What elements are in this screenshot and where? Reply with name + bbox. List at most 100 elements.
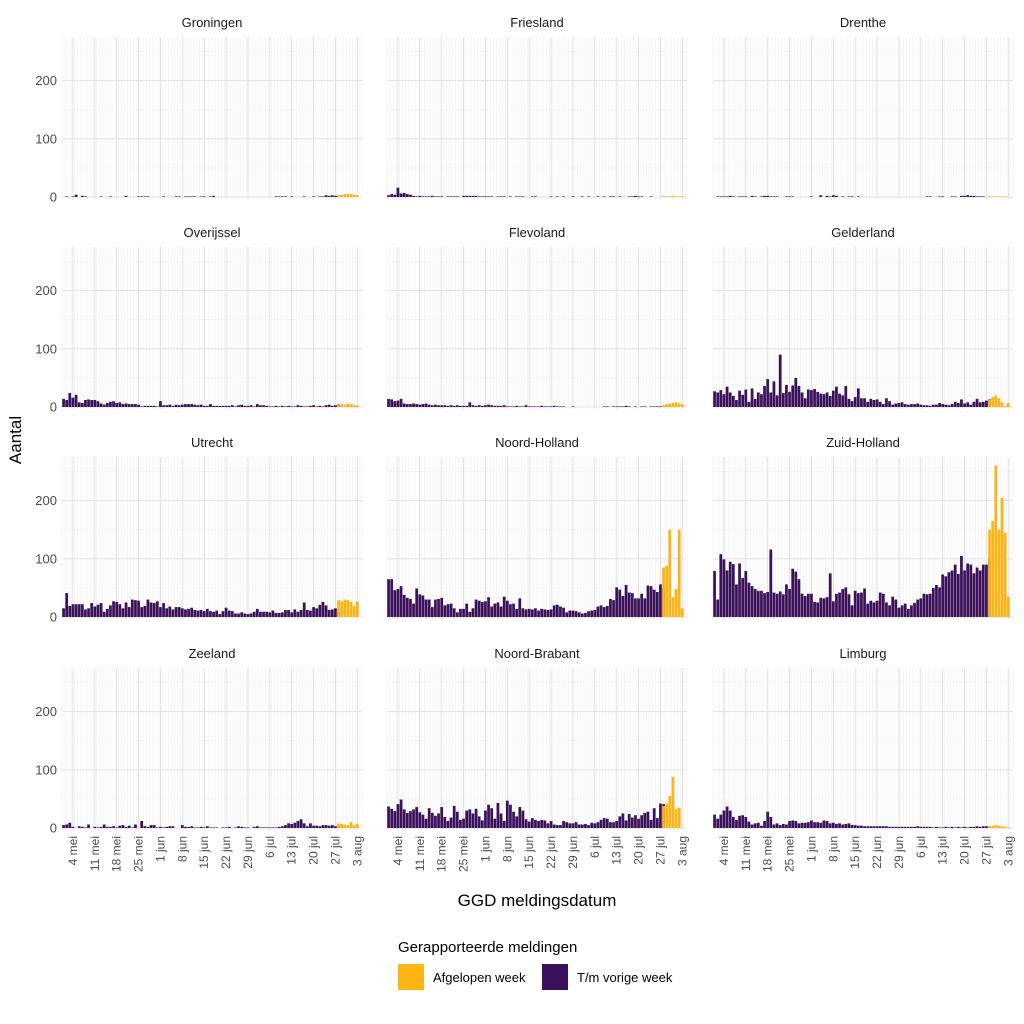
bar-vorige-week (853, 397, 857, 407)
bar-vorige-week (509, 804, 512, 828)
bar-vorige-week (872, 826, 876, 828)
bar-vorige-week (205, 405, 209, 407)
bar-vorige-week (530, 818, 534, 828)
bar-vorige-week (781, 393, 785, 407)
bar-vorige-week (897, 607, 901, 617)
bar-vorige-week (841, 824, 845, 828)
bar-vorige-week (935, 585, 938, 617)
bar-vorige-week (891, 596, 895, 617)
y-tick-label: 200 (35, 704, 57, 719)
bar-vorige-week (330, 609, 334, 617)
bar-vorige-week (785, 824, 788, 828)
bar-vorige-week (437, 598, 440, 617)
y-axis-title: Aantal (6, 416, 25, 464)
bar-vorige-week (174, 607, 178, 617)
panel-title-utrecht: Utrecht (191, 435, 233, 450)
x-tick-label: 22 jun (870, 836, 884, 869)
bar-vorige-week (209, 611, 212, 617)
bar-vorige-week (725, 386, 729, 407)
bar-vorige-week (424, 403, 428, 407)
bar-vorige-week (722, 196, 726, 197)
bar-vorige-week (471, 405, 475, 407)
bar-vorige-week (769, 816, 773, 828)
bar-vorige-week (471, 813, 475, 828)
bar-vorige-week (735, 400, 738, 407)
bar-vorige-week (555, 196, 559, 197)
x-tick-label: 8 jun (500, 836, 514, 862)
bar-vorige-week (393, 194, 397, 197)
bar-vorige-week (775, 395, 779, 407)
bar-vorige-week (218, 614, 222, 617)
bar-vorige-week (409, 194, 412, 197)
bar-vorige-week (947, 405, 951, 407)
bar-vorige-week (800, 593, 804, 617)
bar-afgelopen-week (668, 796, 672, 828)
bar-vorige-week (584, 823, 587, 828)
bar-vorige-week (65, 196, 69, 197)
bar-vorige-week (65, 824, 69, 828)
bar-vorige-week (62, 608, 65, 617)
bar-vorige-week (835, 593, 838, 617)
bar-vorige-week (405, 404, 409, 407)
bar-vorige-week (115, 601, 119, 617)
bar-vorige-week (559, 406, 562, 407)
bar-vorige-week (327, 404, 331, 407)
bar-vorige-week (599, 819, 603, 828)
x-tick-label: 25 mei (457, 836, 471, 872)
bar-vorige-week (137, 196, 140, 197)
bar-vorige-week (237, 826, 240, 828)
bar-vorige-week (334, 405, 337, 407)
bar-vorige-week (271, 610, 275, 617)
bar-afgelopen-week (677, 403, 681, 407)
bar-vorige-week (412, 809, 415, 828)
bar-vorige-week (881, 593, 885, 617)
bar-vorige-week (894, 403, 898, 407)
bar-vorige-week (262, 827, 265, 828)
bar-vorige-week (722, 810, 726, 828)
bar-vorige-week (935, 826, 938, 828)
bar-vorige-week (612, 406, 615, 407)
bar-vorige-week (296, 821, 300, 828)
panel-title-noord-brabant: Noord-Brabant (494, 646, 580, 661)
bar-vorige-week (950, 826, 954, 828)
bar-vorige-week (605, 605, 609, 617)
bar-vorige-week (741, 578, 745, 617)
bar-vorige-week (800, 822, 804, 828)
bar-vorige-week (65, 593, 69, 617)
bar-vorige-week (646, 585, 650, 617)
bar-vorige-week (763, 386, 766, 407)
bar-vorige-week (240, 404, 244, 407)
bar-vorige-week (84, 609, 87, 617)
bar-vorige-week (810, 196, 813, 197)
bar-vorige-week (577, 824, 581, 828)
bar-vorige-week (831, 195, 835, 197)
bar-vorige-week (190, 196, 194, 197)
x-tick-label: 29 jun (892, 836, 906, 869)
bar-vorige-week (174, 404, 178, 407)
bar-vorige-week (459, 819, 462, 828)
bar-vorige-week (788, 589, 791, 617)
bar-vorige-week (753, 196, 757, 197)
bar-vorige-week (728, 561, 732, 617)
bar-vorige-week (121, 404, 125, 407)
bar-vorige-week (869, 826, 873, 828)
bar-vorige-week (972, 195, 976, 197)
bar-afgelopen-week (662, 567, 665, 617)
bar-vorige-week (838, 393, 841, 407)
bar-vorige-week (806, 593, 810, 617)
bar-vorige-week (518, 807, 522, 828)
bar-vorige-week (928, 826, 932, 828)
bar-afgelopen-week (674, 196, 678, 197)
bar-vorige-week (412, 603, 415, 617)
bar-vorige-week (71, 604, 75, 617)
bar-vorige-week (452, 405, 456, 407)
bar-vorige-week (850, 825, 854, 828)
bar-vorige-week (159, 401, 162, 407)
bar-vorige-week (753, 398, 757, 407)
y-tick-label: 200 (35, 73, 57, 88)
bar-vorige-week (143, 826, 147, 828)
x-tick-label: 11 mei (413, 836, 427, 871)
panel-utrecht: Utrecht 0 100 200 (35, 435, 363, 625)
bar-vorige-week (271, 406, 275, 407)
bar-vorige-week (234, 406, 237, 407)
